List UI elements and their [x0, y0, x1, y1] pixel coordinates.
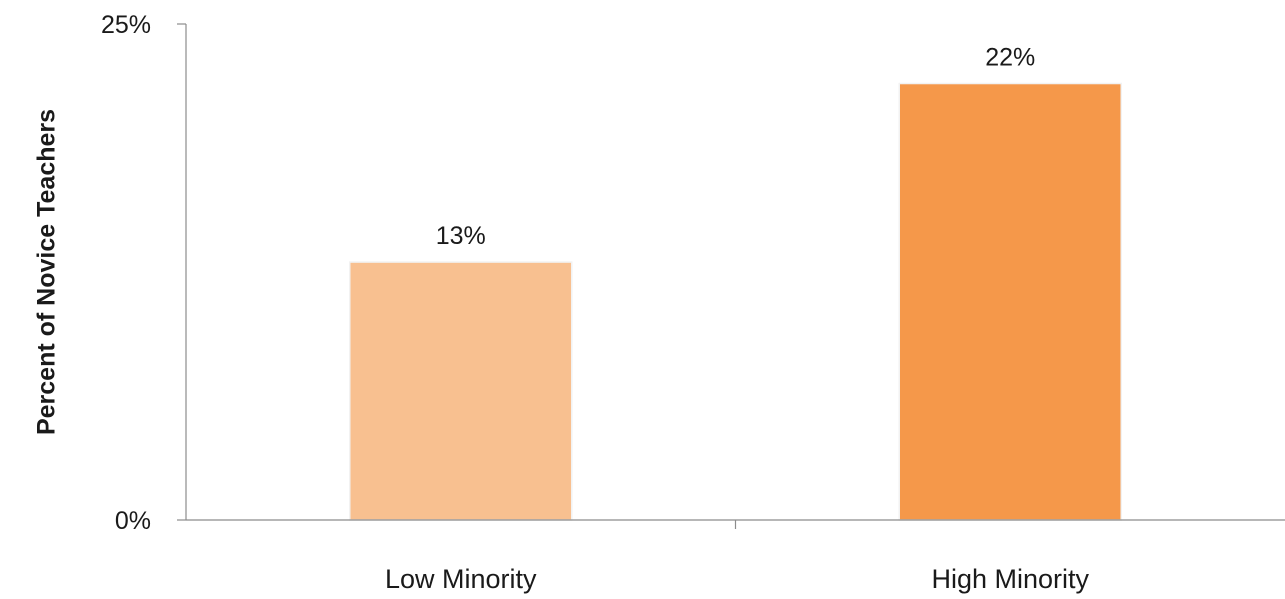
y-tick-label: 25%: [101, 11, 151, 39]
bar-series: [349, 82, 1122, 521]
data-label: 13%: [436, 222, 486, 250]
y-axis-ticks: 0% 25%: [101, 11, 186, 535]
x-tick-label: Low Minority: [385, 564, 537, 594]
y-tick-label: 0%: [115, 507, 151, 535]
y-axis-label: Percent of Novice Teachers: [33, 109, 61, 435]
x-axis-labels: Low Minority High Minority: [385, 564, 1090, 594]
bar-high-minority: [898, 82, 1122, 521]
axes: [185, 24, 1285, 529]
bar-low-minority: [349, 261, 573, 521]
x-tick-label: High Minority: [931, 564, 1089, 594]
data-label: 22%: [985, 44, 1035, 72]
data-labels: 13% 22%: [436, 44, 1036, 251]
